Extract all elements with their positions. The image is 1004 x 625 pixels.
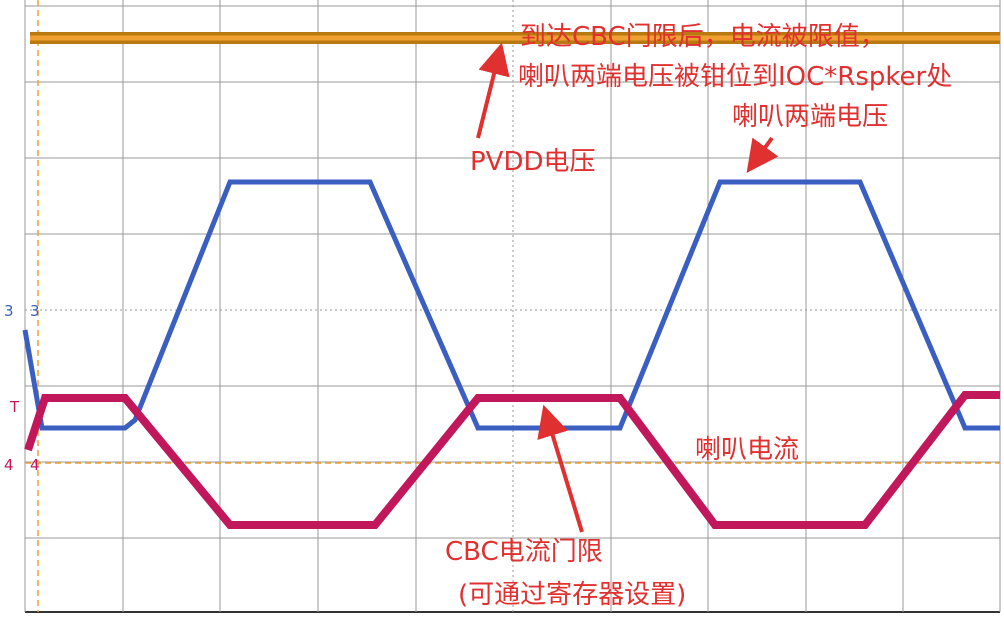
annotation: 喇叭两端电压 [732,102,888,132]
ch4-label: 4 [30,456,40,474]
current-trace [24,391,1000,529]
ch3-label: 3 [30,302,40,320]
annotation: PVDD电压 [470,147,596,177]
annotation: 喇叭两端电压被钳位到IOC*Rspker处 [518,62,952,92]
voltage-trace [22,179,1000,431]
annotation: CBC电流门限 [445,537,603,567]
annotation: 到达CBC门限后，电流被限值， [520,22,886,52]
trigger-marker: T [9,398,20,416]
arrows [476,42,779,533]
ch3-marker: 3 [4,302,14,320]
ch4-marker: 4 [4,456,14,474]
annotation: (可通过寄存器设置) [458,580,686,610]
annotation: 喇叭电流 [695,435,799,465]
grid [24,0,1001,613]
